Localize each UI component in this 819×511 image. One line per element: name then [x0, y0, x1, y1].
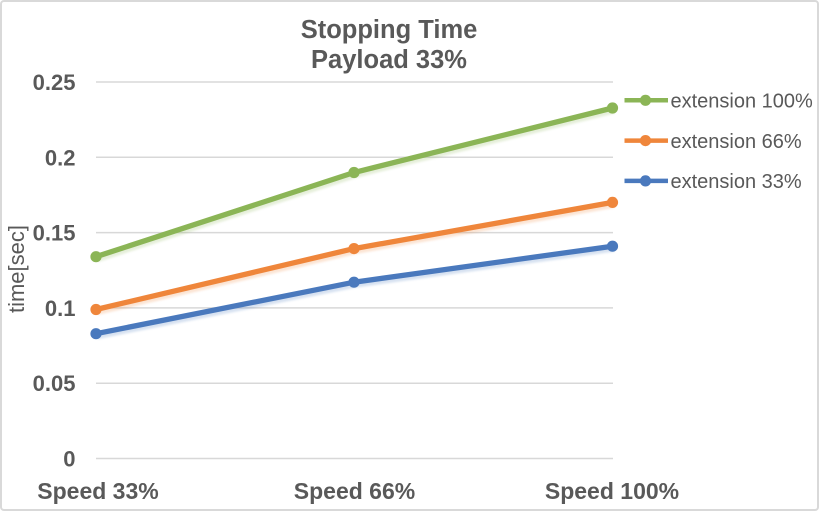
- svg-text:Speed 66%: Speed 66%: [294, 478, 415, 504]
- svg-text:time[sec]: time[sec]: [4, 225, 29, 313]
- svg-text:0.25: 0.25: [33, 70, 76, 95]
- svg-text:0.1: 0.1: [45, 296, 76, 321]
- svg-text:extension 100%: extension 100%: [671, 91, 814, 113]
- svg-text:Speed 100%: Speed 100%: [545, 478, 679, 504]
- svg-text:0.05: 0.05: [33, 371, 76, 396]
- svg-text:Payload 33%: Payload 33%: [311, 46, 467, 74]
- svg-text:0.15: 0.15: [33, 221, 76, 246]
- svg-text:0: 0: [63, 447, 75, 472]
- svg-text:Stopping Time: Stopping Time: [301, 16, 478, 44]
- svg-text:Speed 33%: Speed 33%: [37, 478, 158, 504]
- svg-text:extension 33%: extension 33%: [671, 171, 802, 193]
- svg-text:extension 66%: extension 66%: [671, 131, 802, 153]
- svg-text:0.2: 0.2: [45, 145, 76, 170]
